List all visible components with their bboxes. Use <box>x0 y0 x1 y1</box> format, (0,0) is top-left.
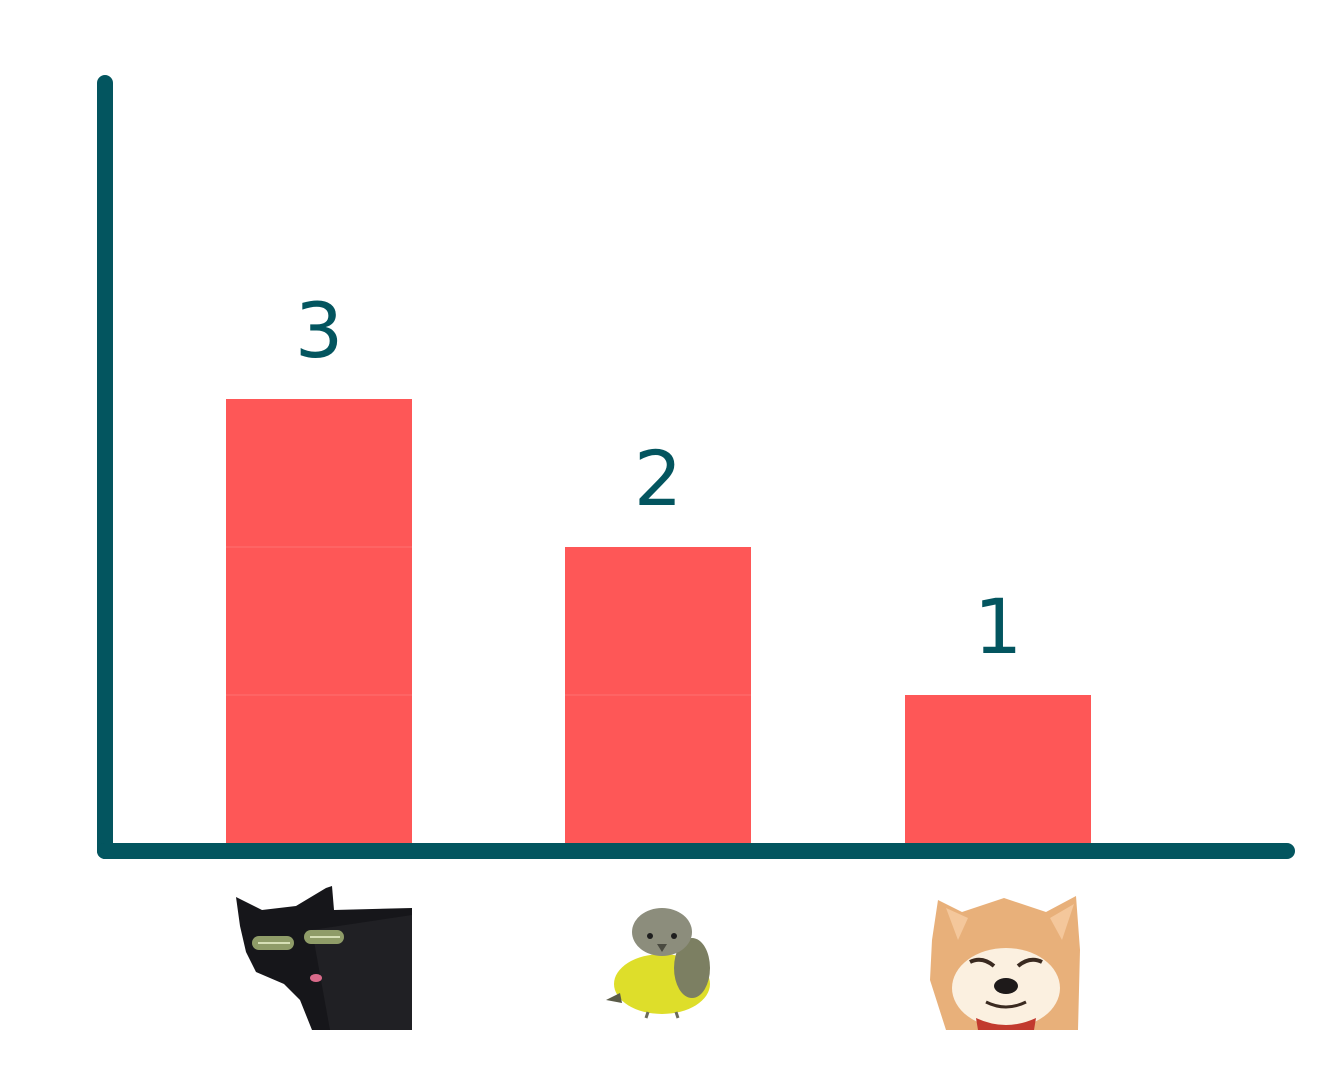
bar-bird-segment-1 <box>565 695 751 843</box>
dog-icon <box>930 896 1080 1030</box>
data-label-cat: 3 <box>295 286 343 375</box>
data-labels-group: 3 2 1 <box>295 286 1022 671</box>
bird-icon <box>606 908 710 1019</box>
bar-bird-segment-2 <box>565 547 751 695</box>
data-label-bird: 2 <box>634 434 682 523</box>
data-label-dog: 1 <box>974 582 1022 671</box>
bar-cat-segment-2 <box>226 547 412 695</box>
bars-group <box>226 399 1091 843</box>
bar-cat-segment-1 <box>226 695 412 843</box>
bar-dog-segment-1 <box>905 695 1091 843</box>
cat-icon <box>236 886 412 1030</box>
bar-cat-segment-3 <box>226 399 412 547</box>
